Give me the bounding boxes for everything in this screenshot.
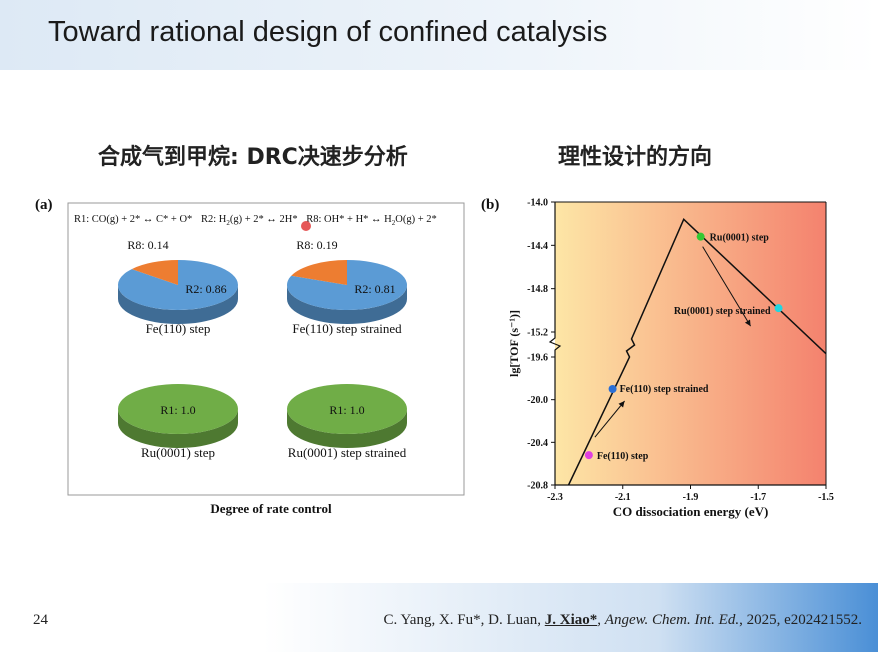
pie-slice-label: R2: 0.86 [185, 282, 226, 296]
pie-side [287, 285, 407, 324]
heading-drc-analysis: 合成气到甲烷: DRC决速步分析 [98, 145, 408, 170]
pie-4: R1: 1.0 Ru(0001) step strained [287, 384, 407, 460]
reaction-r1: R1: CO(g) + 2* ↔ C* + O* [74, 214, 192, 225]
slide-title: Toward rational design of confined catal… [48, 16, 608, 48]
data-point-label: Fe(110) step [597, 451, 649, 462]
y-tick-label: -14.0 [527, 198, 548, 209]
y-tick-label: -20.0 [527, 395, 548, 406]
data-point [696, 232, 705, 241]
x-tick-label: -1.7 [750, 492, 766, 503]
pie-slice-label: R8: 0.14 [127, 238, 168, 252]
pie-slice-r8 [291, 260, 347, 285]
y-axis [548, 202, 562, 485]
pie-xlabel: Degree of rate control [210, 501, 332, 516]
panel-label-b: (b) [481, 197, 500, 213]
pie-slice-r1 [287, 384, 407, 434]
data-point [608, 385, 617, 393]
strain-arrow-ru [702, 246, 752, 327]
citation-journal: Angew. Chem. Int. Ed. [604, 612, 740, 628]
pie-slice-r8 [131, 260, 178, 285]
pie-label: Fe(110) step [146, 321, 211, 336]
footer-bar [0, 583, 878, 652]
data-point [774, 304, 783, 313]
citation-highlight-author: J. Xiao* [544, 612, 598, 628]
y-axis-label: lg[TOF (s⁻¹)] [507, 310, 521, 377]
x-tick-label: -1.9 [683, 492, 699, 503]
pie-label: Fe(110) step strained [292, 321, 402, 336]
y-tick-label: -20.4 [527, 438, 548, 449]
y-tick-label: -15.2 [527, 328, 548, 339]
pie-3: R1: 1.0 Ru(0001) step [118, 384, 238, 460]
pie-slice-label: R1: 1.0 [329, 403, 364, 417]
pie-label: Ru(0001) step [141, 445, 215, 460]
y-tick-label: -20.8 [527, 481, 548, 492]
pie-slice-label: R8: 0.19 [296, 238, 337, 252]
pie-side [287, 409, 407, 448]
pie-label: Ru(0001) step strained [288, 445, 407, 460]
y-tick-label: -19.6 [527, 353, 548, 364]
citation: C. Yang, X. Fu*, D. Luan, J. Xiao*, Ange… [383, 612, 862, 628]
pie-slice-label: R2: 0.81 [354, 282, 395, 296]
title-bar [0, 0, 878, 70]
pie-side [118, 409, 238, 448]
panel-label-a: (a) [35, 197, 53, 213]
x-tick-label: -1.5 [818, 492, 834, 503]
y-tick-label: -14.4 [527, 241, 548, 252]
volcano-line [567, 218, 827, 486]
reactions-header: R1: CO(g) + 2* ↔ C* + O* R2: H2(g) + 2* … [74, 214, 437, 227]
page-number: 24 [33, 612, 48, 628]
data-point-label: Ru(0001) step [710, 233, 770, 244]
pie-slice-label: R1: 1.0 [160, 403, 195, 417]
x-tick-label: -2.3 [547, 492, 563, 503]
pie-2: R2: 0.81 R8: 0.19 Fe(110) step strained [286, 238, 407, 336]
x-axis-label: CO dissociation energy (eV) [613, 504, 769, 519]
reaction-r2: R2: H [201, 214, 227, 225]
data-point [584, 451, 593, 460]
drc-pie-chart: R1: CO(g) + 2* ↔ C* + O* R2: H2(g) + 2* … [67, 202, 465, 516]
pie-slice-r2 [286, 260, 407, 310]
heading-rational-design: 理性设计的方向 [558, 145, 713, 170]
pie-frame [67, 202, 465, 496]
y-tick-label: -14.8 [527, 284, 548, 295]
pointer-dot [301, 221, 311, 231]
volcano-chart: -2.3 -2.1 -1.9 -1.7 -1.5 -14.0 -14.4 -14.8 -15.2… [507, 198, 834, 520]
plot-background [555, 202, 826, 485]
reaction-r8: R8: OH* + H* ↔ H [306, 214, 392, 225]
pie-1: R2: 0.86 R8: 0.14 Fe(110) step [117, 238, 239, 336]
data-point-label: Fe(110) step strained [620, 384, 709, 395]
pie-slice-r1 [118, 384, 238, 434]
strain-arrow-fe [594, 400, 625, 438]
data-point-label: Ru(0001) step strained [674, 306, 771, 317]
x-tick-label: -2.1 [615, 492, 631, 503]
pie-side [118, 285, 238, 324]
